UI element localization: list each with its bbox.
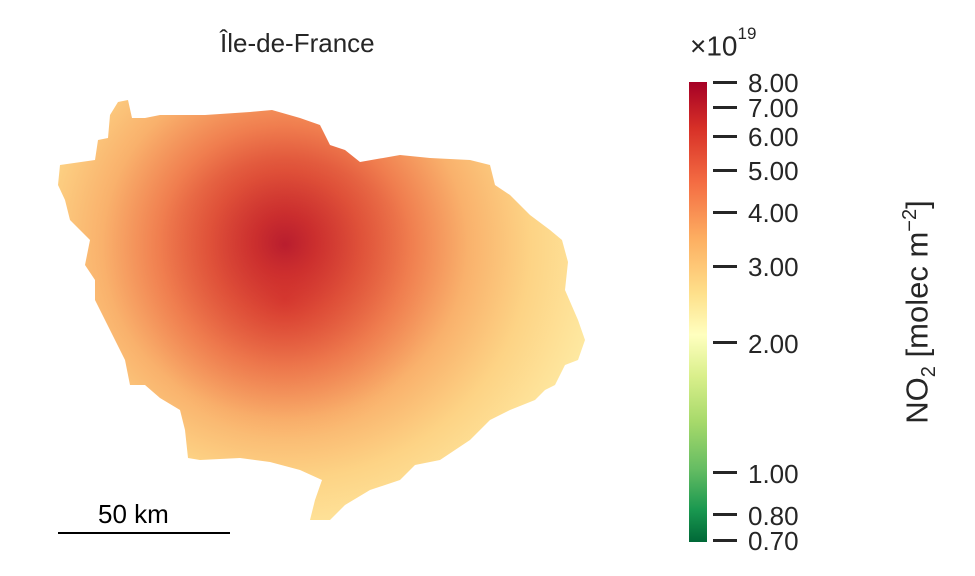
- colorbar-tick-label: 7.00: [748, 93, 799, 124]
- colorbar-tick-label: 6.00: [748, 122, 799, 153]
- colorbar-multiplier: ×1019: [690, 24, 757, 62]
- colorbar-tick-label: 8.00: [748, 68, 799, 98]
- colorbar: [689, 82, 707, 542]
- colorbar-tick: [713, 80, 737, 84]
- colorbar-tick-label: 0.70: [748, 526, 799, 556]
- map-title: Île-de-France: [220, 28, 375, 58]
- colorbar-tick: [713, 264, 737, 268]
- colorbar-tick: [713, 105, 737, 109]
- colorbar-tick: [713, 134, 737, 138]
- colorbar-axis-label: NO2 [molec m−2]: [899, 200, 940, 424]
- colorbar-tick-label: 4.00: [748, 198, 799, 229]
- colorbar-tick: [713, 168, 737, 172]
- colorbar-tick: [713, 513, 737, 517]
- colorbar-tick-label: 1.00: [748, 458, 799, 489]
- colorbar-tick: [713, 341, 737, 345]
- colorbar-tick: [713, 210, 737, 214]
- scale-bar-line: [58, 532, 230, 534]
- no2-map: [58, 100, 585, 520]
- colorbar-tick-label: 2.00: [748, 328, 799, 359]
- scale-bar-label: 50 km: [98, 499, 169, 529]
- colorbar-tick: [713, 538, 737, 542]
- colorbar-tick-label: 5.00: [748, 156, 799, 187]
- colorbar-tick-label: 0.80: [748, 500, 799, 531]
- colorbar-tick: [713, 471, 737, 475]
- colorbar-tick-label: 3.00: [748, 252, 799, 283]
